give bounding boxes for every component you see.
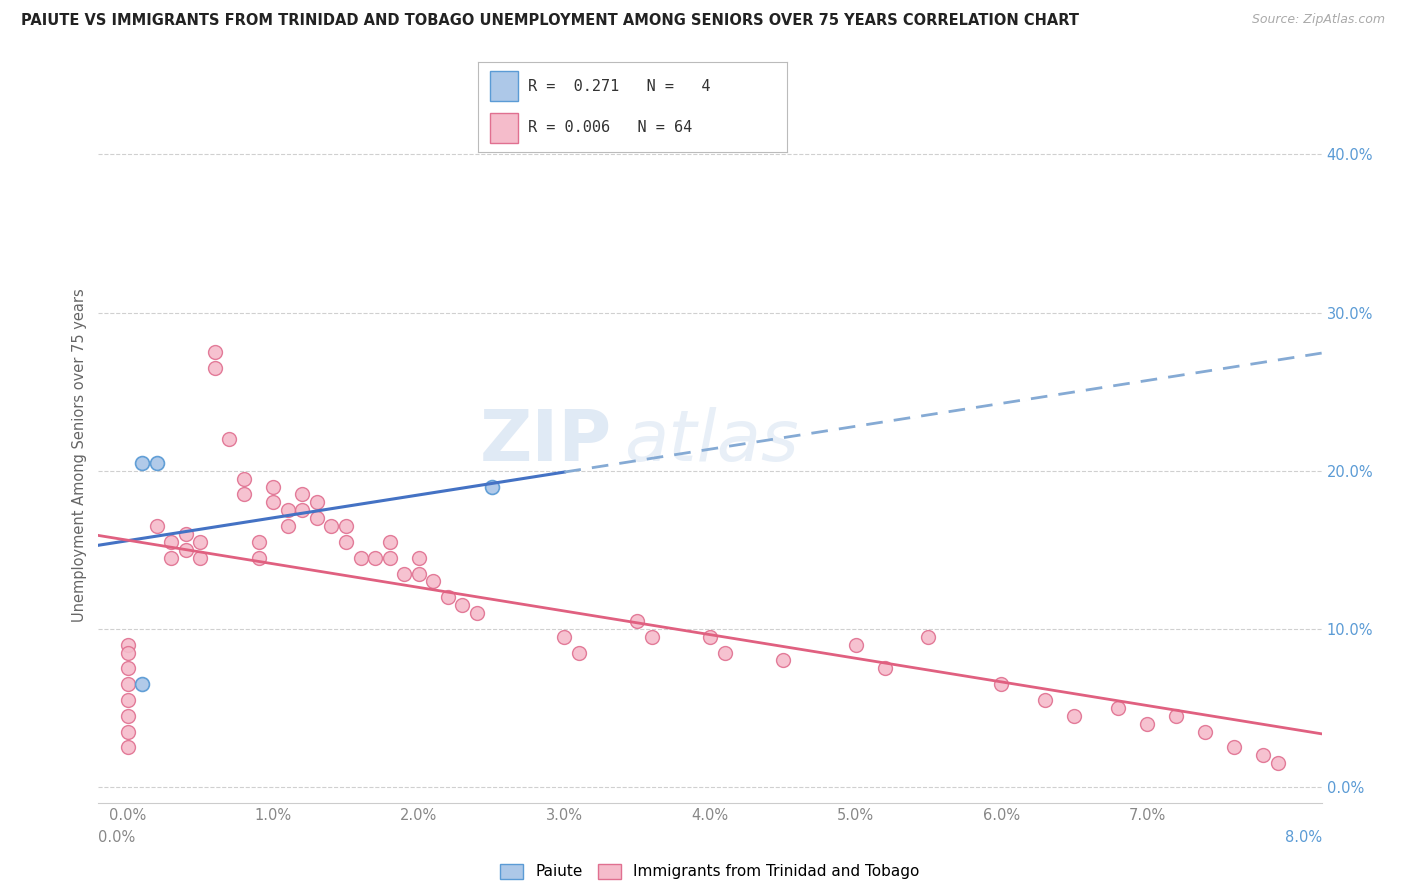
Point [117, 693, 139, 707]
Point [626, 614, 648, 628]
Point [699, 630, 721, 644]
Point [553, 630, 575, 644]
Text: ZIP: ZIP [479, 407, 612, 475]
Text: 8.0%: 8.0% [1285, 830, 1322, 845]
Point [247, 550, 270, 565]
Point [335, 519, 357, 533]
Point [131, 456, 153, 470]
Point [392, 566, 415, 581]
Point [204, 345, 226, 359]
Point [218, 432, 240, 446]
Text: PAIUTE VS IMMIGRANTS FROM TRINIDAD AND TOBAGO UNEMPLOYMENT AMONG SENIORS OVER 75: PAIUTE VS IMMIGRANTS FROM TRINIDAD AND T… [21, 13, 1078, 29]
Point [364, 550, 387, 565]
Point [277, 503, 299, 517]
Point [117, 740, 139, 755]
Point [160, 534, 183, 549]
Point [1267, 756, 1289, 771]
Point [335, 534, 357, 549]
Point [378, 534, 401, 549]
Point [713, 646, 735, 660]
Point [233, 487, 256, 501]
Point [262, 479, 284, 493]
Point [117, 638, 139, 652]
Point [117, 646, 139, 660]
Point [160, 550, 183, 565]
Point [1033, 693, 1056, 707]
Point [1223, 740, 1246, 755]
Point [321, 519, 343, 533]
Point [451, 598, 474, 612]
Point [378, 550, 401, 565]
Point [437, 591, 460, 605]
Point [422, 574, 444, 589]
Point [1164, 708, 1187, 723]
Point [408, 566, 430, 581]
Point [174, 542, 197, 557]
Text: R = 0.006   N = 64: R = 0.006 N = 64 [527, 120, 692, 135]
Point [117, 677, 139, 691]
Point [1063, 708, 1085, 723]
Point [277, 519, 299, 533]
Point [117, 724, 139, 739]
Point [305, 495, 328, 509]
Point [247, 534, 270, 549]
Point [174, 527, 197, 541]
Text: atlas: atlas [624, 407, 799, 475]
Point [204, 360, 226, 375]
Point [233, 472, 256, 486]
Point [117, 708, 139, 723]
Point [1253, 748, 1275, 763]
Point [873, 661, 896, 675]
Point [117, 661, 139, 675]
Point [1107, 701, 1129, 715]
Point [641, 630, 664, 644]
Point [568, 646, 591, 660]
Point [349, 550, 371, 565]
Point [188, 550, 212, 565]
FancyBboxPatch shape [491, 113, 519, 143]
Point [145, 456, 167, 470]
Point [408, 550, 430, 565]
FancyBboxPatch shape [491, 71, 519, 101]
Point [145, 519, 167, 533]
Point [262, 495, 284, 509]
Point [990, 677, 1012, 691]
Point [481, 479, 503, 493]
Point [1136, 716, 1159, 731]
Point [772, 653, 794, 667]
Point [917, 630, 939, 644]
Point [305, 511, 328, 525]
Point [291, 503, 314, 517]
Point [131, 677, 153, 691]
Text: R =  0.271   N =   4: R = 0.271 N = 4 [527, 78, 710, 94]
Y-axis label: Unemployment Among Seniors over 75 years: Unemployment Among Seniors over 75 years [72, 288, 87, 622]
Point [188, 534, 212, 549]
Point [1194, 724, 1216, 739]
Point [845, 638, 868, 652]
Legend: Paiute, Immigrants from Trinidad and Tobago: Paiute, Immigrants from Trinidad and Tob… [495, 857, 925, 886]
Text: Source: ZipAtlas.com: Source: ZipAtlas.com [1251, 13, 1385, 27]
Text: 0.0%: 0.0% [98, 830, 135, 845]
Point [291, 487, 314, 501]
Point [465, 606, 488, 620]
